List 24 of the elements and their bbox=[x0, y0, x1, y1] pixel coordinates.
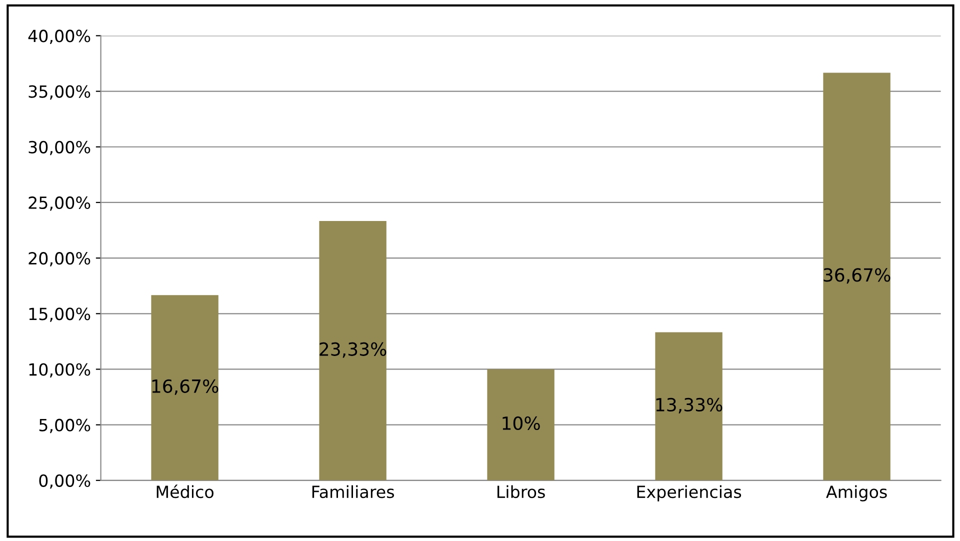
bar bbox=[151, 295, 218, 480]
data-label: 10% bbox=[502, 416, 540, 430]
x-tick-label: Amigos bbox=[826, 485, 887, 502]
y-tick-label: 20,00% bbox=[28, 252, 90, 266]
data-label: 23,33% bbox=[320, 342, 386, 358]
y-tick-label: 10,00% bbox=[29, 363, 90, 378]
bar bbox=[655, 332, 722, 480]
x-tick-label: Familiares bbox=[312, 485, 394, 498]
bar bbox=[823, 72, 890, 480]
data-label: 16,67% bbox=[152, 379, 218, 395]
y-tick-label: 5,00% bbox=[39, 418, 90, 434]
y-tick-label: 0,00% bbox=[39, 474, 90, 489]
y-tick-label: 35,00% bbox=[28, 85, 90, 100]
bar bbox=[487, 369, 554, 480]
data-label: 36,67% bbox=[824, 268, 890, 284]
y-tick-label: 15,00% bbox=[29, 308, 90, 322]
y-tick-label: 30,00% bbox=[28, 140, 90, 156]
y-tick-label: 25,00% bbox=[28, 196, 90, 211]
data-label: 13,33% bbox=[656, 398, 722, 414]
x-tick-label: Experiencias bbox=[637, 485, 742, 502]
x-tick-label: Libros bbox=[498, 485, 545, 498]
x-tick-label: Médico bbox=[156, 484, 214, 498]
bar bbox=[319, 221, 386, 480]
y-tick-label: 40,00% bbox=[28, 30, 90, 44]
